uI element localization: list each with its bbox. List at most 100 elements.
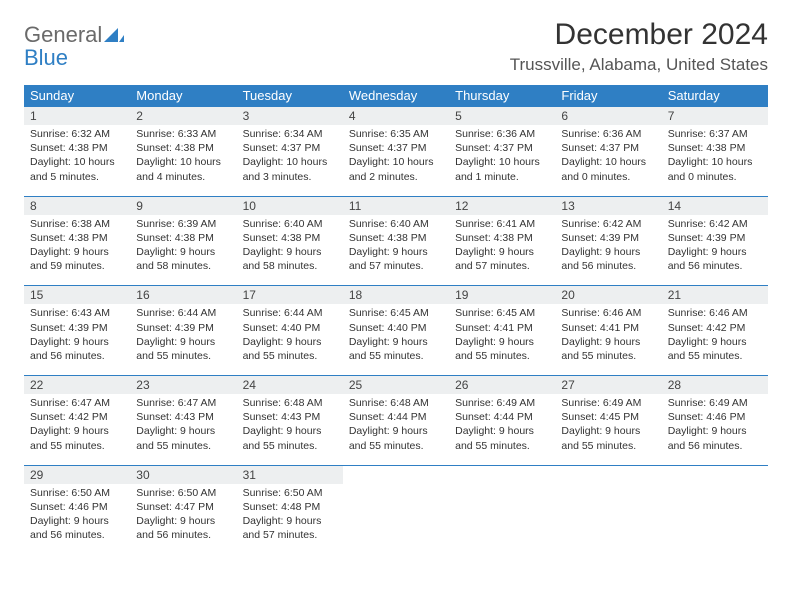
day-cell: Sunrise: 6:39 AMSunset: 4:38 PMDaylight:… — [130, 215, 236, 286]
sunset: Sunset: 4:38 PM — [668, 141, 762, 155]
sunset: Sunset: 4:44 PM — [349, 410, 443, 424]
logo-text-blue: Blue — [24, 45, 68, 70]
sunset: Sunset: 4:37 PM — [561, 141, 655, 155]
day-cell-empty — [662, 484, 768, 555]
day-cell: Sunrise: 6:48 AMSunset: 4:43 PMDaylight:… — [237, 394, 343, 465]
week-3-nums: 15 16 17 18 19 20 21 — [24, 286, 768, 305]
daylight: Daylight: 10 hours and 2 minutes. — [349, 155, 443, 183]
day-num: 11 — [343, 196, 449, 215]
daylight: Daylight: 9 hours and 58 minutes. — [243, 245, 337, 273]
sunrise: Sunrise: 6:49 AM — [561, 396, 655, 410]
sunset: Sunset: 4:42 PM — [30, 410, 124, 424]
sunset: Sunset: 4:38 PM — [30, 231, 124, 245]
sunset: Sunset: 4:37 PM — [349, 141, 443, 155]
day-num: 24 — [237, 376, 343, 395]
day-cell: Sunrise: 6:44 AMSunset: 4:39 PMDaylight:… — [130, 304, 236, 375]
daylight: Daylight: 9 hours and 56 minutes. — [30, 335, 124, 363]
day-cell-empty — [343, 484, 449, 555]
sunset: Sunset: 4:37 PM — [243, 141, 337, 155]
sunset: Sunset: 4:39 PM — [561, 231, 655, 245]
day-cell: Sunrise: 6:43 AMSunset: 4:39 PMDaylight:… — [24, 304, 130, 375]
day-cell: Sunrise: 6:47 AMSunset: 4:42 PMDaylight:… — [24, 394, 130, 465]
sunrise: Sunrise: 6:36 AM — [561, 127, 655, 141]
calendar-body: 1 2 3 4 5 6 7 Sunrise: 6:32 AMSunset: 4:… — [24, 107, 768, 555]
logo-text-block: General Blue — [24, 24, 124, 70]
daylight: Daylight: 10 hours and 1 minute. — [455, 155, 549, 183]
sunset: Sunset: 4:43 PM — [243, 410, 337, 424]
day-cell: Sunrise: 6:50 AMSunset: 4:48 PMDaylight:… — [237, 484, 343, 555]
sunrise: Sunrise: 6:40 AM — [243, 217, 337, 231]
day-cell: Sunrise: 6:36 AMSunset: 4:37 PMDaylight:… — [449, 125, 555, 196]
day-cell: Sunrise: 6:47 AMSunset: 4:43 PMDaylight:… — [130, 394, 236, 465]
day-cell: Sunrise: 6:32 AMSunset: 4:38 PMDaylight:… — [24, 125, 130, 196]
day-cell: Sunrise: 6:49 AMSunset: 4:45 PMDaylight:… — [555, 394, 661, 465]
day-num: 21 — [662, 286, 768, 305]
day-cell: Sunrise: 6:45 AMSunset: 4:41 PMDaylight:… — [449, 304, 555, 375]
daylight: Daylight: 9 hours and 55 minutes. — [668, 335, 762, 363]
week-4-details: Sunrise: 6:47 AMSunset: 4:42 PMDaylight:… — [24, 394, 768, 465]
sunrise: Sunrise: 6:47 AM — [30, 396, 124, 410]
sunset: Sunset: 4:40 PM — [349, 321, 443, 335]
daylight: Daylight: 9 hours and 55 minutes. — [243, 424, 337, 452]
sunrise: Sunrise: 6:48 AM — [349, 396, 443, 410]
daylight: Daylight: 9 hours and 55 minutes. — [30, 424, 124, 452]
week-2-details: Sunrise: 6:38 AMSunset: 4:38 PMDaylight:… — [24, 215, 768, 286]
sunset: Sunset: 4:46 PM — [668, 410, 762, 424]
dow-friday: Friday — [555, 85, 661, 107]
day-num: 6 — [555, 107, 661, 126]
day-num: 14 — [662, 196, 768, 215]
day-num-empty — [555, 465, 661, 484]
calendar-page: General Blue December 2024 Trussville, A… — [0, 0, 792, 572]
day-cell: Sunrise: 6:50 AMSunset: 4:47 PMDaylight:… — [130, 484, 236, 555]
sunrise: Sunrise: 6:46 AM — [561, 306, 655, 320]
sunrise: Sunrise: 6:43 AM — [30, 306, 124, 320]
dow-tuesday: Tuesday — [237, 85, 343, 107]
day-num: 20 — [555, 286, 661, 305]
day-num: 31 — [237, 465, 343, 484]
day-num: 7 — [662, 107, 768, 126]
day-cell-empty — [555, 484, 661, 555]
daylight: Daylight: 9 hours and 55 minutes. — [561, 335, 655, 363]
daylight: Daylight: 9 hours and 55 minutes. — [349, 424, 443, 452]
daylight: Daylight: 10 hours and 4 minutes. — [136, 155, 230, 183]
day-num: 16 — [130, 286, 236, 305]
daylight: Daylight: 9 hours and 59 minutes. — [30, 245, 124, 273]
sunrise: Sunrise: 6:38 AM — [30, 217, 124, 231]
day-num-empty — [343, 465, 449, 484]
day-num: 5 — [449, 107, 555, 126]
calendar-table: Sunday Monday Tuesday Wednesday Thursday… — [24, 85, 768, 554]
day-num: 12 — [449, 196, 555, 215]
sunrise: Sunrise: 6:32 AM — [30, 127, 124, 141]
sunset: Sunset: 4:44 PM — [455, 410, 549, 424]
sunset: Sunset: 4:39 PM — [30, 321, 124, 335]
day-num: 25 — [343, 376, 449, 395]
daylight: Daylight: 9 hours and 55 minutes. — [243, 335, 337, 363]
daylight: Daylight: 10 hours and 3 minutes. — [243, 155, 337, 183]
day-cell: Sunrise: 6:36 AMSunset: 4:37 PMDaylight:… — [555, 125, 661, 196]
day-num: 26 — [449, 376, 555, 395]
day-cell: Sunrise: 6:35 AMSunset: 4:37 PMDaylight:… — [343, 125, 449, 196]
sunrise: Sunrise: 6:41 AM — [455, 217, 549, 231]
sunrise: Sunrise: 6:50 AM — [30, 486, 124, 500]
sunset: Sunset: 4:47 PM — [136, 500, 230, 514]
sunrise: Sunrise: 6:36 AM — [455, 127, 549, 141]
day-cell: Sunrise: 6:49 AMSunset: 4:46 PMDaylight:… — [662, 394, 768, 465]
sunrise: Sunrise: 6:45 AM — [349, 306, 443, 320]
sunrise: Sunrise: 6:40 AM — [349, 217, 443, 231]
sunrise: Sunrise: 6:46 AM — [668, 306, 762, 320]
week-1-nums: 1 2 3 4 5 6 7 — [24, 107, 768, 126]
title-block: December 2024 Trussville, Alabama, Unite… — [510, 18, 768, 75]
sunrise: Sunrise: 6:33 AM — [136, 127, 230, 141]
sunset: Sunset: 4:40 PM — [243, 321, 337, 335]
sunset: Sunset: 4:48 PM — [243, 500, 337, 514]
week-5-nums: 29 30 31 — [24, 465, 768, 484]
day-cell: Sunrise: 6:46 AMSunset: 4:41 PMDaylight:… — [555, 304, 661, 375]
sunset: Sunset: 4:39 PM — [668, 231, 762, 245]
sunset: Sunset: 4:38 PM — [455, 231, 549, 245]
day-num: 4 — [343, 107, 449, 126]
day-num: 3 — [237, 107, 343, 126]
day-num: 10 — [237, 196, 343, 215]
day-cell: Sunrise: 6:33 AMSunset: 4:38 PMDaylight:… — [130, 125, 236, 196]
day-cell: Sunrise: 6:38 AMSunset: 4:38 PMDaylight:… — [24, 215, 130, 286]
sunrise: Sunrise: 6:42 AM — [668, 217, 762, 231]
